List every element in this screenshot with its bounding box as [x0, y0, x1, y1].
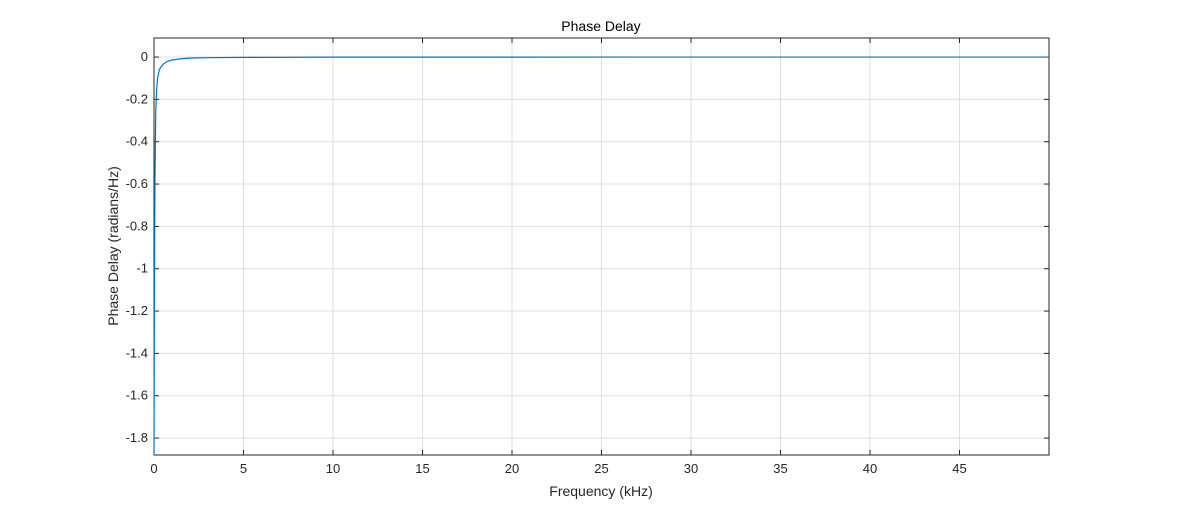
- x-axis-label: Frequency (kHz): [549, 483, 652, 499]
- x-tick-label: 0: [150, 461, 157, 476]
- grid: [153, 38, 1049, 455]
- x-tick-label: 30: [684, 461, 698, 476]
- y-tick-label: -0.4: [126, 134, 148, 149]
- y-tick-label: 0: [141, 49, 148, 64]
- y-tick-label: -1.4: [126, 345, 148, 360]
- y-tick-label: -0.6: [126, 176, 148, 191]
- x-tick-label: 5: [240, 461, 247, 476]
- y-axis-label: Phase Delay (radians/Hz): [105, 166, 121, 326]
- x-tick-label: 25: [594, 461, 608, 476]
- x-tick-label: 45: [952, 461, 966, 476]
- y-tick-label: -1.8: [126, 430, 148, 445]
- x-tick-label: 40: [863, 461, 877, 476]
- ticks: 0 5 10 15 20 25 30 35 40 45 0 -0.2 -0.4 -0.6 -0.8 -1 -1.…: [126, 38, 1049, 476]
- x-tick-label: 35: [773, 461, 787, 476]
- y-tick-label: -1.2: [126, 303, 148, 318]
- series-layer: [153, 56, 1049, 456]
- y-tick-label: -1.6: [126, 388, 148, 403]
- series-line-phase-delay: [153, 56, 1049, 456]
- y-tick-label: -0.8: [126, 218, 148, 233]
- y-tick-label: -1: [136, 261, 148, 276]
- chart-title: Phase Delay: [561, 18, 640, 34]
- x-tick-label: 10: [326, 461, 340, 476]
- x-tick-label: 20: [505, 461, 519, 476]
- x-tick-label: 15: [415, 461, 429, 476]
- y-tick-label: -0.2: [126, 91, 148, 106]
